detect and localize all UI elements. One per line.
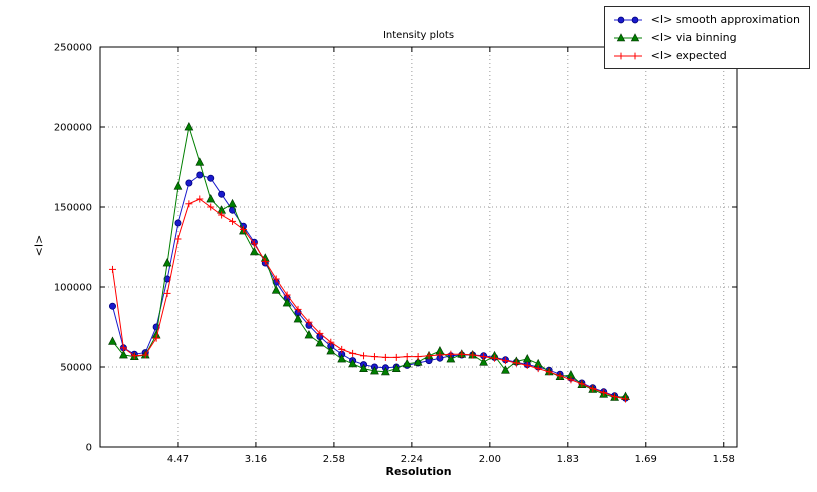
- y-tick-label: 200000: [54, 123, 92, 134]
- legend-marker-binning-icon: [613, 32, 642, 41]
- x-tick-label: 3.16: [245, 454, 267, 465]
- y-tick-label: 250000: [54, 43, 92, 54]
- legend-label-binning: <I> via binning: [650, 31, 737, 44]
- x-tick-label: 2.24: [401, 454, 423, 465]
- legend-marker-smooth-icon: [613, 16, 642, 23]
- x-tick-label: 1.83: [557, 454, 579, 465]
- legend-label-smooth: <I> smooth approximation: [650, 13, 800, 26]
- x-axis-label: Resolution: [385, 465, 452, 478]
- x-tick-label: 2.00: [479, 454, 501, 465]
- grid-lines: [100, 46, 737, 447]
- series-2: [108, 195, 630, 403]
- x-tick-label: 4.47: [167, 454, 189, 465]
- axis-ticks: [100, 46, 737, 448]
- legend-marker-expected-icon: [613, 52, 642, 59]
- y-tick-label: 150000: [54, 203, 92, 214]
- plot-frame: [99, 46, 738, 448]
- x-tick-label: 1.69: [635, 454, 657, 465]
- legend-item-expected: <I> expected: [612, 47, 800, 64]
- legend-item-binning: <I> via binning: [612, 29, 800, 46]
- series-1: [108, 122, 630, 401]
- y-tick-label: 100000: [54, 283, 92, 294]
- y-tick-label: 50000: [60, 363, 92, 374]
- legend-label-expected: <I> expected: [650, 49, 727, 62]
- chart-title: Intensity plots: [382, 30, 455, 41]
- tick-labels: 0 50000 100000 150000 200000 250000 4.47 3.16 2.…: [54, 43, 735, 466]
- legend-item-smooth: <I> smooth approximation: [612, 11, 800, 28]
- legend: <I> smooth approximation <I> via binning…: [603, 6, 810, 69]
- series-line-1: [112, 126, 626, 398]
- y-tick-label: 0: [86, 443, 92, 454]
- y-axis-label: <I>: [32, 234, 46, 257]
- series-line-2: [112, 198, 626, 400]
- x-tick-label: 1.58: [713, 454, 735, 465]
- x-tick-label: 2.58: [323, 454, 345, 465]
